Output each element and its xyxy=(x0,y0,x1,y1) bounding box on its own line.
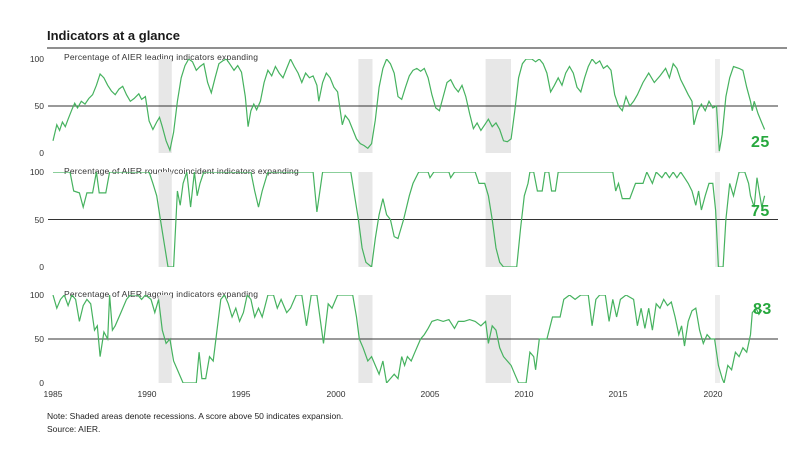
y-axis-label: 0 xyxy=(39,378,44,388)
indicator-series-line xyxy=(52,295,763,383)
y-axis-label: 0 xyxy=(39,262,44,272)
y-axis-label: 50 xyxy=(34,101,44,111)
chart-coincident-latest-value: 75 xyxy=(751,203,770,220)
x-axis-label: 2020 xyxy=(703,389,723,399)
chart-leading-latest-value: 25 xyxy=(751,134,770,151)
x-axis-label: 1995 xyxy=(231,389,251,399)
indicator-series-line xyxy=(53,172,766,267)
x-axis-label: 1985 xyxy=(43,389,63,399)
chart-leading-plot xyxy=(48,59,778,153)
y-axis-label: 50 xyxy=(34,334,44,344)
title-divider xyxy=(47,47,787,49)
indicator-series-line xyxy=(52,59,766,153)
y-axis-label: 100 xyxy=(29,290,44,300)
y-axis-label: 50 xyxy=(34,215,44,225)
x-axis-label: 2010 xyxy=(514,389,534,399)
x-axis-label: 1990 xyxy=(137,389,157,399)
page-title: Indicators at a glance xyxy=(47,28,180,43)
y-axis-label: 100 xyxy=(29,167,44,177)
chart-lagging-latest-value: 83 xyxy=(753,301,772,318)
source-text: Source: AIER. xyxy=(47,424,101,434)
note-text: Note: Shaded areas denote recessions. A … xyxy=(47,411,344,421)
y-axis-label: 0 xyxy=(39,148,44,158)
x-axis-label: 2015 xyxy=(608,389,628,399)
x-axis-label: 2000 xyxy=(326,389,346,399)
chart-coincident-plot xyxy=(48,172,778,267)
chart-coincident-title: Percentage of AIER roughlycoincident ind… xyxy=(64,166,299,176)
y-axis-label: 100 xyxy=(29,54,44,64)
chart-leading-title: Percentage of AIER leading indicators ex… xyxy=(64,52,259,62)
chart-lagging-plot xyxy=(48,295,778,383)
x-axis-label: 2005 xyxy=(420,389,440,399)
chart-lagging-title: Percentage of AIER lagging indicators ex… xyxy=(64,289,259,299)
